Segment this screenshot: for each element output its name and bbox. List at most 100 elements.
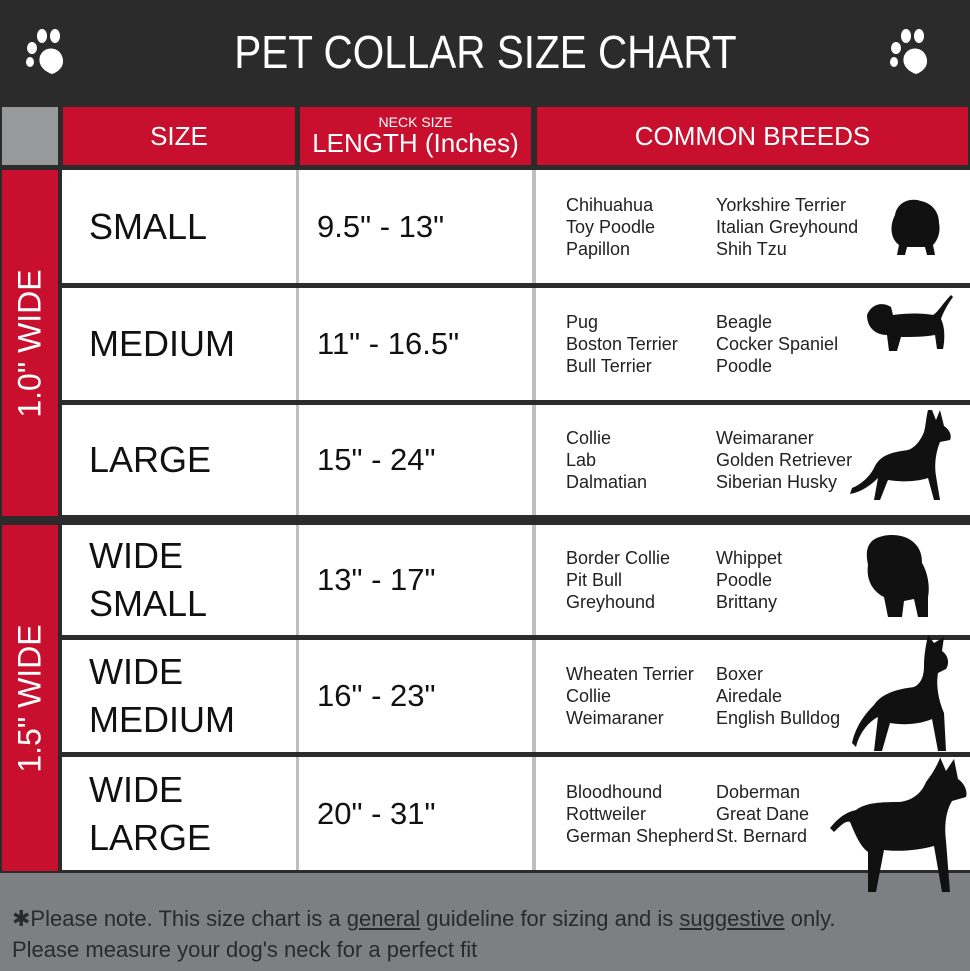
breeds-column: Bloodhound Rottweiler German Shepherd xyxy=(566,757,714,870)
length-value: 9.5" - 13" xyxy=(317,208,445,244)
group-band-1in: 1.0" WIDE xyxy=(2,170,58,516)
breed-name: Yorkshire Terrier xyxy=(716,194,847,215)
breeds-column: Yorkshire Terrier Italian Greyhound Shih T… xyxy=(716,170,858,283)
length-cell: 16" - 23" xyxy=(299,640,532,752)
length-cell: 9.5" - 13" xyxy=(299,170,532,283)
length-value: 20" - 31" xyxy=(317,795,436,831)
length-value: 16" - 23" xyxy=(317,678,436,713)
breed-name: Weimaraner xyxy=(566,708,664,728)
breed-name: Siberian Husky xyxy=(716,472,838,492)
length-cell: 20" - 31" xyxy=(299,757,532,870)
breed-name: Weimaraner xyxy=(716,428,814,448)
header-breeds: COMMON BREEDS xyxy=(537,107,968,165)
breed-name: German Shepherd xyxy=(566,825,715,846)
breed-name: Wheaten Terrier xyxy=(566,664,694,684)
size-label: LARGE xyxy=(89,439,212,480)
breed-name: Brittany xyxy=(716,592,778,612)
size-label: WIDE xyxy=(89,535,183,576)
breeds-column: Border Collie Pit Bull Greyhound xyxy=(566,525,670,635)
breed-name: Rottweiler xyxy=(566,803,647,824)
size-label: LARGE xyxy=(89,816,212,858)
length-value: 13" - 17" xyxy=(317,562,436,597)
note-line-2: Please measure your dog's neck for a per… xyxy=(12,937,478,962)
breed-name: Collie xyxy=(566,428,612,448)
breed-name: Bull Terrier xyxy=(566,356,652,376)
header-size: SIZE xyxy=(63,107,295,165)
breeds-column: Doberman Great Dane St. Bernard xyxy=(716,757,809,870)
header-size-label: SIZE xyxy=(150,120,208,151)
length-cell: 13" - 17" xyxy=(299,525,532,635)
breeds-cell: Bloodhound Rottweiler German Shepherd Dober… xyxy=(536,757,970,870)
length-cell: 15" - 24" xyxy=(299,405,532,515)
size-label: MEDIUM xyxy=(89,323,235,364)
note-emphasis: general xyxy=(346,906,421,931)
group-band-1-5in: 1.5" WIDE xyxy=(2,525,58,871)
size-cell: SMALL xyxy=(62,170,296,283)
breed-name: Lab xyxy=(566,450,597,470)
breed-name: Airedale xyxy=(716,686,783,706)
breed-name: St. Bernard xyxy=(716,825,808,846)
footer-note: ✱Please note. This size chart is a gener… xyxy=(0,873,970,971)
breed-name: Papillon xyxy=(566,238,631,259)
breed-name: Collie xyxy=(566,686,612,706)
header-corner xyxy=(2,107,58,165)
breed-name: English Bulldog xyxy=(716,708,841,728)
paw-icon xyxy=(26,29,64,74)
breed-name: Pug xyxy=(566,312,599,332)
shepherd-silhouette-icon xyxy=(848,408,958,517)
bulldog-silhouette-icon xyxy=(862,535,932,624)
table-row: WIDE MEDIUM 16" - 23" Wheaten Terrier Collie… xyxy=(62,640,970,752)
size-label: WIDE xyxy=(89,768,183,810)
size-cell: LARGE xyxy=(62,405,296,515)
group-label: 1.5" WIDE xyxy=(11,623,48,773)
header-length-label: LENGTH (Inches) xyxy=(312,128,519,158)
table-row: LARGE 15" - 24" Collie Lab Dalmatian Weimaran… xyxy=(62,405,970,515)
table-row: SMALL 9.5" - 13" Chihuahua Toy Poodle Papill… xyxy=(62,170,970,283)
breed-name: Toy Poodle xyxy=(566,216,656,237)
group-label: 1.0" WIDE xyxy=(11,268,48,418)
doberman-silhouette-icon xyxy=(800,757,970,897)
table-row: WIDE LARGE 20" - 31" Bloodhound Rottweiler Ge… xyxy=(62,757,970,870)
breed-name: Italian Greyhound xyxy=(716,216,859,237)
pomeranian-silhouette-icon xyxy=(885,195,945,262)
header-breeds-label: COMMON BREEDS xyxy=(634,120,871,151)
header-length: NECK SIZE LENGTH (Inches) xyxy=(300,107,531,165)
breeds-column: Weimaraner Golden Retriever Siberian Husky xyxy=(716,405,852,515)
header-neck-size-label: NECK SIZE xyxy=(378,114,453,130)
breed-name: Boston Terrier xyxy=(566,334,678,354)
breeds-column: Beagle Cocker Spaniel Poodle xyxy=(716,288,838,400)
breed-name: Bloodhound xyxy=(566,781,663,802)
breed-name: Great Dane xyxy=(716,803,810,824)
breed-name: Doberman xyxy=(716,781,801,802)
breed-name: Golden Retriever xyxy=(716,450,853,470)
size-cell: WIDE MEDIUM xyxy=(62,640,296,752)
paw-icon xyxy=(890,29,928,74)
breed-name: Poodle xyxy=(716,356,773,376)
breed-name: Poodle xyxy=(716,570,773,590)
size-label: SMALL xyxy=(89,583,208,624)
pitbull-silhouette-icon xyxy=(848,633,958,758)
size-cell: MEDIUM xyxy=(62,288,296,400)
length-value: 11" - 16.5" xyxy=(317,326,460,361)
size-label: WIDE xyxy=(89,651,183,692)
table-row: WIDE SMALL 13" - 17" Border Collie Pit Bull G… xyxy=(62,525,970,635)
note-emphasis: suggestive xyxy=(679,906,785,931)
breeds-column: Whippet Poodle Brittany xyxy=(716,525,782,635)
size-cell: WIDE SMALL xyxy=(62,525,296,635)
breeds-column: Boxer Airedale English Bulldog xyxy=(716,640,840,752)
size-label: SMALL xyxy=(89,205,208,247)
length-value: 15" - 24" xyxy=(317,442,436,477)
note-line-1: ✱Please note. This size chart is a gener… xyxy=(12,903,970,934)
note-text: ✱Please note. This size chart is a xyxy=(12,906,347,931)
dachshund-silhouette-icon xyxy=(865,295,955,366)
breeds-column: Pug Boston Terrier Bull Terrier xyxy=(566,288,678,400)
length-cell: 11" - 16.5" xyxy=(299,288,532,400)
page-title: PET COLLAR SIZE CHART xyxy=(233,26,737,78)
breed-name: Pit Bull xyxy=(566,570,623,590)
breed-name: Cocker Spaniel xyxy=(716,334,839,354)
breed-name: Greyhound xyxy=(566,592,656,612)
breed-name: Chihuahua xyxy=(566,194,654,215)
note-text: guideline for sizing and is xyxy=(420,906,680,931)
size-label: MEDIUM xyxy=(89,699,235,740)
breeds-column: Wheaten Terrier Collie Weimaraner xyxy=(566,640,694,752)
